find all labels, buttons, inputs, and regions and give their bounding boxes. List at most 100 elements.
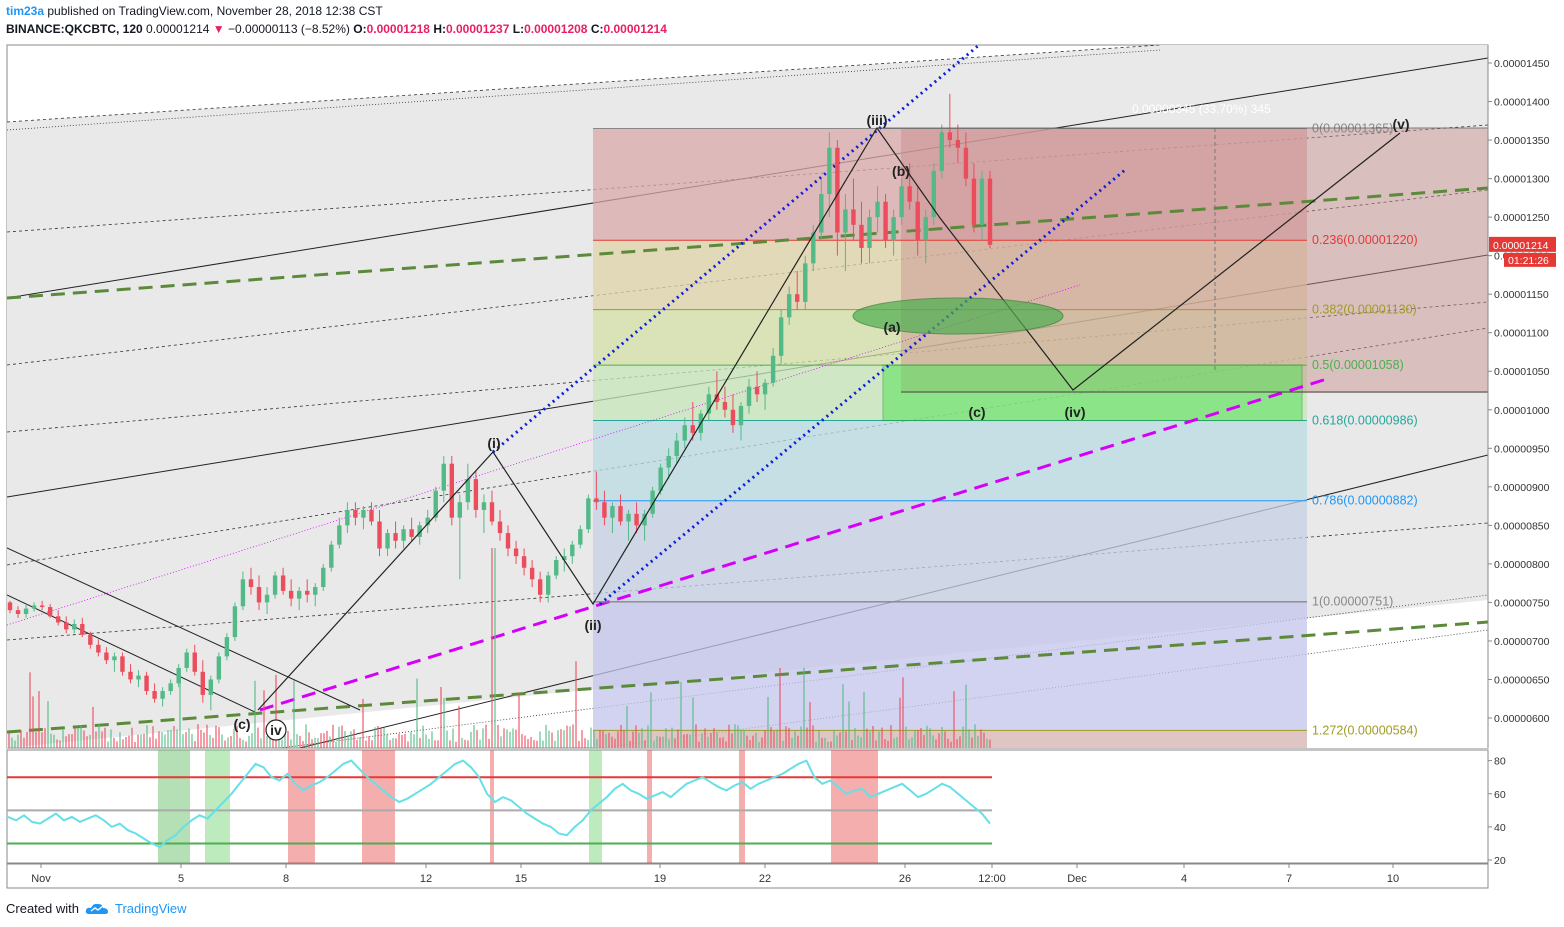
volume-bar [713, 728, 715, 748]
volume-bar [311, 739, 313, 748]
volume-bar [185, 732, 187, 748]
volume-bar [515, 729, 517, 748]
volume-bar [884, 739, 886, 748]
volume-bar [635, 725, 637, 748]
volume-bar [98, 724, 100, 748]
countdown-text: 01:21:26 [1508, 255, 1549, 267]
volume-bar [506, 729, 508, 748]
volume-bar [926, 725, 928, 748]
fib-zone [593, 500, 1307, 602]
volume-bar [686, 733, 688, 748]
candle-body [706, 394, 712, 414]
volume-bar [101, 731, 103, 748]
volume-bar [371, 740, 373, 748]
time-tick-label: 7 [1286, 873, 1292, 885]
volume-bar [299, 735, 301, 748]
volume-bar [632, 731, 634, 748]
volume-bar [812, 725, 814, 748]
volume-bar [221, 734, 223, 748]
volume-bar [935, 739, 937, 748]
blue-dotted-line [492, 45, 982, 454]
volume-bar [503, 728, 505, 748]
candle-body [401, 529, 406, 541]
time-tick-label: 19 [654, 873, 666, 885]
volume-bar [965, 684, 967, 748]
volume-bar [410, 732, 412, 748]
volume-bar [815, 741, 817, 748]
candle-body [594, 498, 599, 503]
time-tick-label: 15 [515, 873, 527, 885]
volume-bar [374, 727, 376, 748]
candle-body [578, 529, 583, 545]
time-tick-label: 10 [1387, 873, 1399, 885]
volume-bar [104, 727, 106, 748]
volume-bar [845, 731, 847, 748]
volume-bar [488, 738, 490, 748]
candle-body [907, 186, 912, 202]
volume-bar [473, 724, 475, 748]
volume-bar [803, 667, 805, 748]
volume-bar [191, 734, 193, 748]
volume-bar [677, 729, 679, 748]
tradingview-link[interactable]: TradingView [114, 901, 187, 916]
price-tick-label: 0.00001450 [1494, 58, 1550, 70]
volume-bar [722, 737, 724, 748]
candle-body [136, 675, 141, 680]
volume-bar [425, 734, 427, 748]
volume-bar [461, 737, 463, 748]
volume-bar [23, 737, 25, 748]
tradingview-cloud-icon[interactable] [85, 902, 109, 916]
time-axis-box[interactable] [6, 863, 1489, 889]
volume-bar [719, 737, 721, 748]
volume-bar [749, 740, 751, 748]
candle-body [104, 652, 109, 661]
volume-bar [164, 734, 166, 748]
volume-bar [401, 734, 403, 748]
volume-bar [452, 728, 454, 748]
price-axis[interactable]: 0.00001450 0.00001400 0.00001350 0.00001300… [1487, 45, 1556, 748]
volume-bar [950, 741, 952, 748]
volume-bar [224, 740, 226, 748]
candle-body [835, 147, 840, 233]
rsi-zone [288, 750, 315, 863]
candle-body [915, 201, 920, 241]
time-tick-label: Nov [31, 873, 51, 885]
price-chart[interactable]: 0(0.00001365) 0.236(0.00001220) 0.382(0.00… [0, 40, 1564, 892]
wave-label: (c) [233, 716, 250, 732]
volume-bar [980, 729, 982, 748]
volume-bar [941, 727, 943, 748]
volume-bar [302, 741, 304, 748]
candle-body [875, 201, 880, 218]
volume-bar [578, 740, 580, 748]
price-tick-label: 0.00000650 [1494, 674, 1550, 686]
volume-bar [704, 728, 706, 748]
volume-bar [770, 727, 772, 748]
volume-bar [512, 728, 514, 748]
volume-bar [497, 724, 499, 748]
volume-bar [128, 735, 130, 748]
low-value: 0.00001208 [524, 22, 588, 36]
candle-body [55, 616, 61, 623]
candle-body [417, 525, 422, 537]
volume-bar [332, 724, 334, 748]
candle-body [803, 263, 808, 302]
open-label: O: [353, 22, 367, 36]
volume-bar [284, 728, 286, 748]
drawing-layer: 0(0.00001365) 0.236(0.00001220) 0.382(0.00… [7, 45, 1488, 748]
author-link[interactable]: tim23a [6, 4, 45, 18]
volume-bar [326, 730, 328, 748]
volume-bar [209, 734, 211, 748]
volume-bar [596, 739, 598, 748]
volume-bar [785, 726, 787, 748]
volume-bar [236, 725, 238, 748]
candle-body [64, 622, 69, 630]
volume-bar [944, 731, 946, 748]
volume-bar [476, 730, 478, 748]
volume-bar [32, 696, 34, 748]
volume-bar [494, 548, 496, 748]
volume-bar [215, 725, 217, 748]
volume-bar [41, 732, 43, 748]
volume-bar [80, 725, 82, 748]
volume-bar [680, 681, 682, 748]
candle-body [208, 679, 214, 695]
